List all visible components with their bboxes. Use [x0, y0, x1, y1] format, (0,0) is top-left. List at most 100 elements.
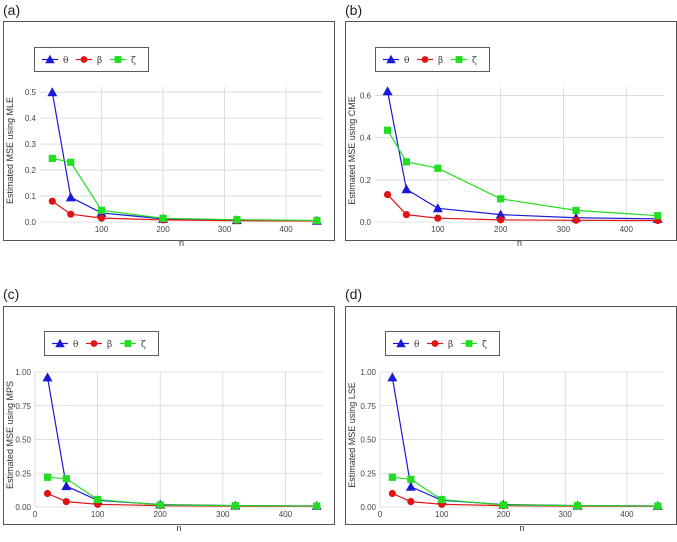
data-point-beta: [383, 190, 392, 199]
data-point-zeta: [402, 158, 411, 166]
data-point-beta: [67, 210, 75, 218]
legend-marker-beta: [431, 340, 439, 347]
data-point-zeta: [43, 473, 52, 481]
legend-marker-zeta: [465, 340, 473, 347]
legend-label-zeta: ζ: [482, 340, 487, 350]
data-point-zeta: [573, 502, 582, 510]
data-point-theta: [405, 481, 416, 491]
data-point-theta: [42, 372, 53, 382]
x-tick-label: 100: [95, 225, 109, 234]
panel-label-b: (b): [345, 2, 363, 18]
chart-panel-d: 0.00 0.25 0.50 0.75 1.00 0 100 200 300 400 n Estima…: [345, 306, 677, 533]
data-point-beta: [407, 498, 415, 506]
data-point-zeta: [654, 502, 662, 510]
y-tick-label: 0.4: [25, 114, 37, 123]
x-tick-label: 200: [154, 510, 168, 519]
x-tick-label: 100: [431, 225, 445, 234]
data-point-beta: [62, 498, 70, 506]
legend-label-beta: β: [107, 340, 112, 350]
legend-label-zeta: ζ: [141, 340, 146, 350]
data-point-zeta: [654, 212, 662, 220]
data-point-beta: [402, 211, 411, 219]
data-point-zeta: [156, 501, 164, 509]
data-point-beta: [48, 197, 56, 205]
data-point-beta: [434, 214, 442, 222]
chart-panel-b: 0.0 0.2 0.4 0.6 100 200 300 400 n Estimated MSE u…: [345, 21, 677, 248]
x-axis-title: n: [517, 238, 522, 248]
x-axis-title: n: [176, 523, 181, 533]
data-point-zeta: [313, 216, 321, 225]
legend-label-zeta: ζ: [131, 56, 136, 66]
legend-marker-zeta: [114, 56, 122, 63]
legend-marker-theta: [386, 54, 396, 64]
data-point-theta: [47, 87, 58, 97]
y-tick-label: 0.00: [360, 503, 376, 512]
x-tick-label: 200: [156, 225, 170, 234]
legend-label-zeta: ζ: [472, 56, 477, 66]
y-tick-label: 0.0: [25, 218, 37, 227]
y-tick-label: 0.75: [15, 402, 31, 411]
legend-label-theta: θ: [63, 56, 68, 66]
x-tick-label: 0: [33, 510, 38, 519]
legend-label-beta: β: [448, 340, 453, 350]
y-tick-label: 0.4: [360, 134, 372, 143]
legend-label-theta: θ: [73, 340, 78, 350]
data-point-theta: [61, 481, 72, 491]
y-tick-label: 1.00: [15, 368, 31, 377]
y-tick-label: 0.00: [15, 503, 31, 512]
series-line-beta: [51, 200, 317, 222]
y-tick-label: 0.2: [25, 166, 37, 175]
x-tick-label: 200: [494, 225, 508, 234]
y-tick-label: 0.50: [15, 436, 31, 445]
data-point-theta: [401, 184, 412, 194]
legend-marker-zeta: [455, 56, 463, 63]
data-point-zeta: [231, 502, 239, 510]
data-point-beta: [497, 216, 505, 224]
data-point-zeta: [572, 206, 580, 214]
x-tick-label: 300: [218, 225, 232, 234]
panel-label-d: (d): [345, 286, 363, 302]
legend-marker-theta: [45, 54, 55, 64]
data-point-beta: [43, 489, 52, 498]
y-axis-title: Estimated MSE using MPS: [5, 381, 15, 489]
data-point-zeta: [159, 214, 167, 222]
data-point-zeta: [497, 195, 505, 203]
chart-panel-c: 0.00 0.25 0.50 0.75 1.00 0 100 200 300 400 n Estima…: [3, 306, 335, 533]
legend-label-theta: θ: [414, 340, 419, 350]
y-tick-label: 0.5: [25, 88, 37, 97]
data-point-theta: [387, 372, 398, 382]
y-tick-label: 1.00: [360, 368, 376, 377]
x-axis-title: n: [519, 523, 524, 533]
y-tick-label: 0.1: [25, 192, 37, 201]
x-tick-label: 100: [91, 510, 105, 519]
series-line-zeta: [387, 129, 658, 217]
data-point-beta: [388, 489, 396, 498]
legend-marker-beta: [90, 340, 98, 347]
x-tick-label: 400: [620, 225, 634, 234]
data-point-zeta: [313, 502, 321, 510]
data-point-theta: [432, 203, 443, 213]
legend-label-theta: θ: [404, 56, 409, 66]
y-tick-label: 0.6: [360, 91, 372, 100]
data-point-zeta: [48, 154, 56, 162]
data-point-zeta: [388, 473, 396, 481]
data-point-theta: [382, 86, 393, 96]
x-tick-label: 0: [378, 510, 383, 519]
legend-marker-zeta: [124, 340, 132, 347]
y-tick-label: 0.3: [25, 140, 37, 149]
data-point-beta: [97, 214, 106, 222]
x-tick-label: 400: [620, 510, 634, 519]
y-tick-label: 0.25: [360, 469, 376, 478]
panel-label-a: (a): [3, 2, 21, 18]
x-tick-label: 400: [279, 225, 293, 234]
legend-marker-beta: [421, 56, 429, 63]
data-point-zeta: [67, 158, 75, 166]
x-tick-label: 300: [216, 510, 230, 519]
data-point-zeta: [434, 164, 442, 172]
series-line-beta: [387, 194, 658, 222]
data-point-zeta: [407, 475, 415, 483]
data-point-zeta: [383, 126, 392, 134]
legend-label-beta: β: [97, 56, 102, 66]
